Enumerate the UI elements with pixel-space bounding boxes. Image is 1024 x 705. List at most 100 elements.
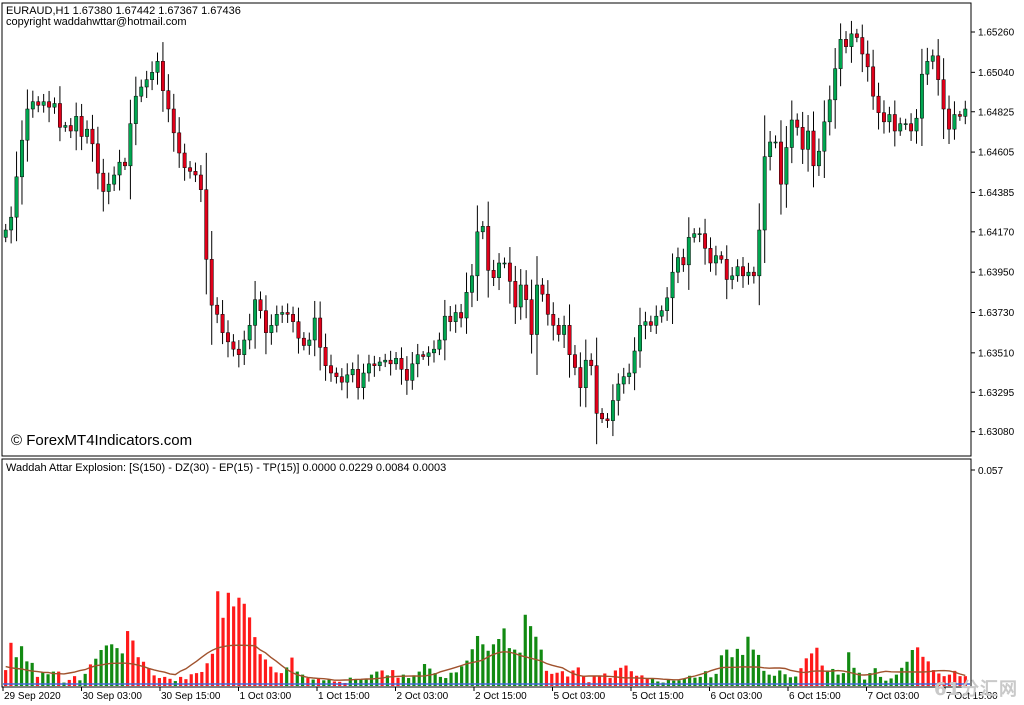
bear-candle — [751, 271, 756, 277]
histogram-bar — [300, 674, 305, 686]
histogram-bar — [937, 673, 941, 686]
histogram-bar — [72, 676, 77, 686]
histogram-bar — [194, 673, 199, 686]
bull-candle — [437, 339, 442, 350]
bull-candle — [686, 237, 691, 266]
bull-candle — [784, 147, 789, 185]
bear-candle — [57, 103, 62, 128]
bull-candle — [139, 86, 144, 97]
bear-candle — [171, 108, 176, 134]
bear-candle — [204, 189, 209, 260]
bear-candle — [844, 39, 848, 47]
histogram-bar — [444, 678, 448, 686]
histogram-bar — [852, 667, 856, 686]
histogram-bar — [730, 657, 734, 686]
time-tick-label: 2 Oct 15:00 — [475, 691, 527, 702]
bull-candle — [632, 350, 637, 374]
bull-candle — [746, 271, 751, 277]
histogram-bar — [226, 592, 230, 686]
histogram-bar — [200, 671, 204, 686]
histogram-bar — [597, 676, 602, 686]
histogram-bar — [306, 678, 310, 686]
histogram-bar — [396, 677, 400, 686]
histogram-bar — [629, 671, 633, 686]
bull-candle — [610, 400, 615, 421]
histogram-bar — [4, 670, 8, 686]
bull-candle — [735, 266, 740, 277]
histogram-bar — [825, 670, 830, 686]
bull-candle — [307, 339, 312, 346]
bull-candle — [377, 361, 382, 366]
bear-candle — [459, 312, 464, 319]
histogram-bar — [422, 664, 427, 686]
bull-candle — [453, 312, 458, 322]
histogram-bar — [650, 678, 655, 686]
bull-candle — [74, 116, 79, 132]
price-panel: 1.65260 1.65040 1.64825 1.64605 1.64385 1.641… — [1, 2, 1015, 457]
bull-candle — [497, 262, 501, 278]
time-tick-label: 1 Oct 15:00 — [318, 691, 370, 702]
bull-candle — [643, 321, 648, 326]
bear-candle — [578, 367, 583, 388]
bear-candle — [681, 257, 686, 266]
indicator-title: Waddah Attar Explosion: [S(150) - DZ(30)… — [6, 462, 447, 474]
bear-candle — [198, 174, 203, 190]
bull-candle — [638, 325, 642, 352]
site-badge: 61分汇网 — [933, 679, 1018, 700]
bear-candle — [551, 314, 556, 326]
bull-candle — [442, 315, 447, 341]
bear-candle — [329, 365, 333, 374]
price-tick-label: 1.65260 — [978, 28, 1015, 39]
histogram-bar — [428, 668, 432, 686]
bear-candle — [865, 53, 870, 68]
histogram-bar — [210, 653, 215, 686]
bull-candle — [415, 354, 420, 365]
histogram-bar — [83, 673, 87, 686]
bull-candle — [665, 297, 670, 311]
histogram-bar — [809, 653, 814, 686]
histogram-bar — [714, 673, 718, 686]
bull-candle — [361, 372, 366, 388]
histogram-bar — [285, 667, 289, 686]
candlestick-series — [3, 20, 968, 445]
histogram-bar — [709, 677, 713, 686]
histogram-bar — [857, 672, 861, 686]
histogram-bar — [269, 666, 273, 686]
histogram-bar — [465, 660, 469, 686]
bear-candle — [182, 152, 187, 168]
histogram-bar — [163, 676, 167, 686]
bear-candle — [871, 66, 876, 97]
histogram-bar — [179, 676, 183, 686]
histogram-bar — [926, 661, 930, 686]
bear-candle — [800, 127, 805, 150]
bear-candle — [892, 114, 897, 132]
histogram-bar — [67, 679, 71, 686]
histogram-bar — [88, 664, 93, 686]
histogram-bar — [470, 649, 474, 686]
histogram-bar — [99, 650, 103, 686]
histogram-bar — [762, 670, 766, 686]
histogram-bar — [35, 676, 40, 686]
bear-candle — [957, 114, 962, 117]
histogram-bar — [385, 675, 389, 686]
histogram-bar — [550, 673, 554, 686]
price-tick-label: 1.64605 — [978, 148, 1015, 159]
bear-candle — [258, 299, 263, 311]
histogram-bar — [889, 678, 893, 686]
histogram-bar — [263, 659, 268, 686]
price-tick-label: 1.63080 — [978, 427, 1015, 438]
bull-candle — [713, 255, 718, 264]
histogram-bar — [566, 676, 570, 686]
bear-candle — [291, 314, 295, 322]
histogram-bar — [247, 617, 252, 686]
histogram-bar — [258, 654, 262, 686]
bear-candle — [507, 262, 512, 282]
histogram-bar — [157, 678, 162, 686]
time-tick-label: 29 Sep 2020 — [4, 691, 61, 702]
histogram-bar — [905, 661, 909, 686]
bear-candle — [421, 354, 426, 357]
bear-candle — [589, 359, 594, 366]
histogram-bar — [104, 645, 108, 686]
price-tick-label: 1.63730 — [978, 308, 1015, 319]
